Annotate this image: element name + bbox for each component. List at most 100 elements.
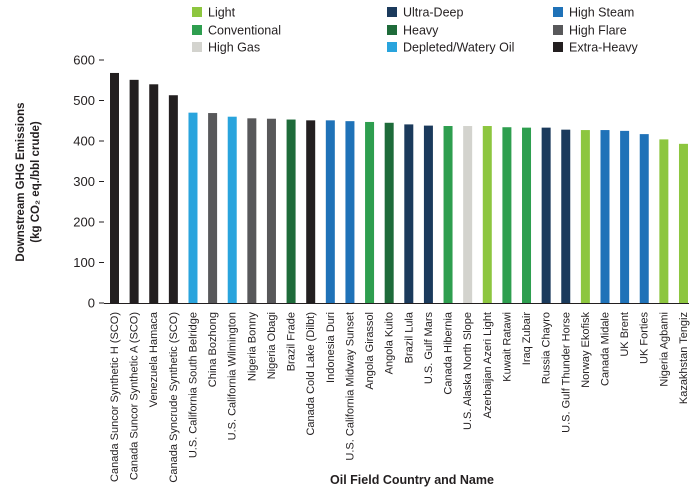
bar	[561, 129, 571, 303]
x-category-label: Azerbaijan Azeri Light	[482, 312, 494, 418]
legend-swatch	[192, 25, 202, 35]
legend-swatch	[553, 25, 563, 35]
y-axis-title-line1: Downstream GHG Emissions	[15, 102, 27, 261]
x-category-label: UK Brent	[619, 312, 631, 357]
y-tick-label: 200	[73, 215, 95, 230]
legend-label: Light	[208, 6, 236, 20]
bar	[227, 116, 237, 303]
x-category-label: Brazil Lula	[403, 311, 415, 363]
x-category-label: U.S. Gulf Thunder Horse	[560, 312, 572, 433]
bar	[502, 127, 512, 303]
x-category-label: Canada Suncor Synthetic A (SCO)	[129, 312, 141, 480]
bar	[208, 113, 218, 304]
y-tick-label: 600	[73, 53, 95, 68]
x-category-label: U.S. California Midway Sunset	[344, 312, 356, 461]
bar	[620, 130, 630, 303]
legend-label: High Gas	[208, 41, 260, 55]
x-category-label: Venezuela Hamaca	[148, 311, 160, 407]
y-tick-label: 400	[73, 134, 95, 149]
bar	[168, 95, 178, 303]
bar	[482, 126, 492, 303]
legend-item: High Gas	[192, 41, 260, 55]
legend-label: Ultra-Deep	[403, 6, 463, 20]
x-category-label: UK Forties	[639, 312, 651, 364]
bar	[266, 118, 276, 303]
legend-label: Depleted/Watery Oil	[403, 41, 514, 55]
x-category-label: Norway Ekofisk	[580, 312, 592, 388]
bar	[345, 121, 355, 303]
legend-label: Heavy	[403, 24, 439, 38]
x-category-label: Nigeria Bonny	[246, 312, 258, 382]
x-axis-title: Oil Field Country and Name	[330, 473, 494, 487]
bar	[325, 120, 335, 303]
x-category-label: U.S. California South Belridge	[187, 312, 199, 458]
x-category-label: Canada Syncrude Synthetic (SCO)	[168, 312, 180, 483]
x-category-label: Kuwait Ratawi	[501, 312, 513, 382]
x-category-label: Angola Kuito	[384, 312, 396, 374]
y-tick-label: 0	[88, 296, 95, 311]
legend-swatch	[553, 7, 563, 17]
bar	[522, 127, 532, 303]
bar	[639, 134, 649, 303]
bar	[541, 127, 551, 303]
bar	[384, 122, 394, 304]
legend-item: High Flare	[553, 24, 627, 38]
legend-swatch	[553, 42, 563, 52]
bar	[580, 130, 590, 303]
legend: Light Ultra-Deep High Steam Conventional Hea…	[192, 6, 639, 55]
bar	[404, 124, 414, 304]
bar	[129, 79, 139, 303]
legend-item: High Steam	[553, 6, 634, 20]
legend-item: Extra-Heavy	[553, 41, 639, 55]
legend-item: Light	[192, 6, 236, 20]
bar	[247, 118, 257, 303]
x-category-label: Indonesia Duri	[325, 312, 337, 383]
legend-item: Heavy	[387, 24, 439, 38]
x-category-label: Angola Girassol	[364, 312, 376, 390]
x-category-label: China Bozhong	[207, 312, 219, 387]
legend-item: Depleted/Watery Oil	[387, 41, 514, 55]
legend-label: Extra-Heavy	[569, 41, 639, 55]
x-category-label: U.S. Gulf Mars	[423, 312, 435, 385]
bar	[443, 126, 453, 303]
bar	[463, 126, 473, 303]
legend-swatch	[192, 42, 202, 52]
bar	[149, 84, 159, 303]
bar	[110, 72, 119, 304]
x-category-label: U.S. California Wilmington	[227, 312, 239, 440]
legend-label: Conventional	[208, 24, 281, 38]
bar	[306, 120, 316, 303]
x-category-label: Iraq Zubair	[521, 312, 533, 366]
legend-label: High Flare	[569, 24, 627, 38]
bar	[365, 121, 375, 303]
x-category-label: Nigeria Obagi	[266, 312, 278, 379]
y-axis-title: Downstream GHG Emissions (kg CO₂ eq./bbl…	[15, 102, 42, 261]
bar	[600, 130, 610, 303]
y-tick-label: 300	[73, 174, 95, 189]
bar	[286, 119, 296, 303]
x-category-label: Canada Hibernia	[443, 311, 455, 394]
bar	[188, 112, 198, 304]
bar	[423, 125, 433, 303]
x-category-label: Nigeria Agbami	[658, 312, 670, 387]
legend-item: Conventional	[192, 24, 281, 38]
bar	[678, 143, 688, 303]
x-category-label: Brazil Frade	[286, 312, 298, 371]
y-axis-title-line2: (kg CO₂ eq./bbl crude)	[30, 121, 42, 243]
legend-label: High Steam	[569, 6, 634, 20]
y-axis: 0 100 200 300 400 500 600	[73, 53, 689, 311]
legend-item: Ultra-Deep	[387, 6, 463, 20]
x-category-label: Canada Midale	[600, 312, 612, 386]
legend-swatch	[387, 7, 397, 17]
legend-swatch	[387, 25, 397, 35]
bar	[659, 139, 669, 303]
y-tick-label: 500	[73, 93, 95, 108]
x-category-label: Canada Suncor Synthetic H (SCO)	[109, 312, 121, 482]
x-axis-labels: Canada Suncor Synthetic H (SCO) Canada Su…	[109, 311, 690, 482]
y-tick-label: 100	[73, 255, 95, 270]
x-category-label: Russia Chayro	[541, 312, 553, 384]
x-category-label: Kazakhstan Tengiz	[678, 312, 690, 404]
legend-swatch	[387, 42, 397, 52]
